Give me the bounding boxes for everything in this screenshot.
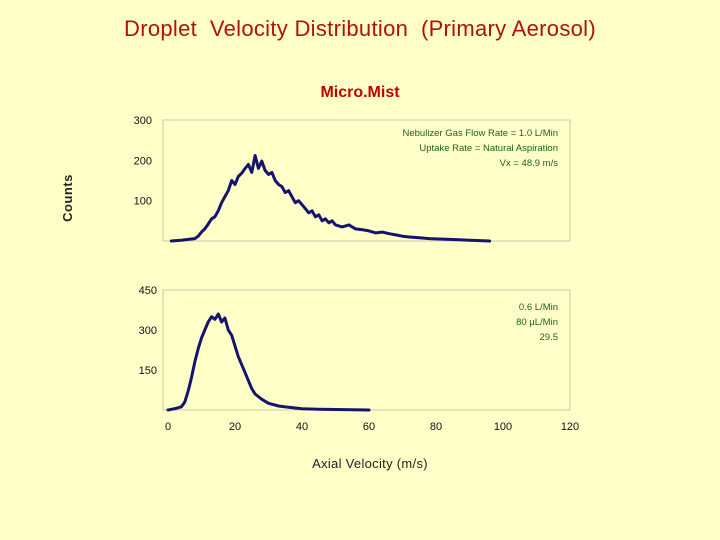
x-tick-label: 0: [165, 421, 171, 433]
x-tick-label: 100: [494, 421, 512, 433]
chart-annotation: 29.5: [540, 332, 559, 343]
y-tick-label: 100: [134, 196, 152, 208]
chart-panel-2: 150 300 450 0 20 40 60 80 100 120 0.6 L/Min 80 µL/M…: [139, 285, 580, 433]
series-line: [166, 312, 371, 412]
y-tick-label: 300: [139, 325, 157, 337]
x-tick-label: 40: [296, 421, 308, 433]
series-line: [169, 154, 492, 243]
page-title: Droplet Velocity Distribution (Primary A…: [124, 16, 596, 41]
chart-annotation: Uptake Rate = Natural Aspiration: [419, 143, 558, 154]
chart-annotation: 80 µL/Min: [516, 317, 558, 328]
chart-subtitle: Micro.Mist: [320, 84, 400, 101]
x-tick-label: 20: [229, 421, 241, 433]
plot-frame: [162, 289, 571, 411]
x-tick-label: 120: [561, 421, 579, 433]
y-tick-label: 200: [134, 155, 152, 167]
x-axis-label: Axial Velocity (m/s): [312, 456, 428, 471]
y-tick-label: 300: [134, 115, 152, 127]
chart-annotation: Vx = 48.9 m/s: [500, 158, 559, 169]
y-tick-label: 450: [139, 285, 157, 297]
chart-annotation: Nebulizer Gas Flow Rate = 1.0 L/Min: [403, 128, 559, 139]
chart-panel-1: 100 200 300 Nebulizer Gas Flow Rate = 1.0 L…: [134, 115, 571, 243]
y-tick-label: 150: [139, 365, 157, 377]
plot-frame: [162, 119, 571, 242]
chart-annotation: 0.6 L/Min: [519, 302, 558, 313]
x-tick-label: 60: [363, 421, 375, 433]
x-tick-label: 80: [430, 421, 442, 433]
